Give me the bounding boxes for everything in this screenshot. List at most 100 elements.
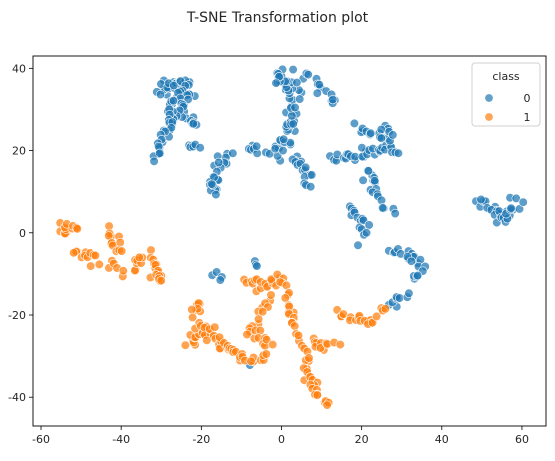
point-class-1 (156, 276, 166, 286)
point-class-1 (187, 305, 197, 315)
point-class-0 (395, 293, 405, 303)
point-class-1 (254, 314, 264, 324)
point-class-0 (353, 240, 363, 250)
legend-marker-class-0 (484, 93, 494, 103)
point-class-0 (279, 134, 289, 144)
point-class-0 (376, 124, 386, 135)
point-class-0 (215, 275, 225, 285)
legend-box (471, 62, 541, 127)
x-tick-label: 0 (278, 433, 285, 446)
y-tick-label: 40 (12, 62, 26, 75)
point-class-0 (364, 220, 374, 230)
point-class-1 (188, 312, 198, 323)
point-class-1 (262, 335, 272, 345)
point-class-0 (378, 203, 388, 213)
y-tick-label: 0 (19, 227, 26, 240)
y-tick-label: -20 (8, 309, 26, 322)
point-class-1 (293, 330, 304, 341)
legend-title: class (492, 70, 520, 83)
x-tick-label: -40 (112, 433, 130, 446)
point-class-0 (188, 119, 198, 129)
point-class-0 (393, 148, 404, 158)
point-class-0 (314, 79, 324, 90)
point-class-0 (288, 64, 298, 75)
legend-label-class-0: 0 (524, 92, 531, 105)
chart-title: T-SNE Transformation plot (186, 10, 369, 26)
point-class-1 (268, 340, 278, 350)
point-class-0 (252, 261, 262, 271)
legend-marker-class-1 (484, 112, 494, 122)
point-class-0 (168, 96, 179, 106)
point-class-0 (195, 143, 205, 153)
point-class-1 (90, 250, 100, 261)
point-class-1 (210, 322, 220, 332)
point-class-1 (118, 266, 128, 276)
point-class-0 (288, 119, 298, 129)
point-class-1 (72, 224, 82, 234)
point-class-1 (261, 349, 271, 359)
point-class-0 (366, 128, 376, 138)
point-class-1 (146, 245, 156, 255)
axes: -60 -40 -20 0 20 40 60 -40 -20 0 20 40 (8, 62, 529, 446)
point-class-0 (390, 208, 400, 219)
point-class-1 (312, 390, 322, 400)
point-class-0 (207, 179, 217, 189)
point-class-1 (69, 248, 79, 258)
point-class-0 (312, 88, 322, 98)
point-class-0 (413, 271, 423, 281)
point-class-0 (214, 157, 224, 167)
point-class-1 (304, 353, 314, 363)
point-class-1 (117, 246, 127, 256)
point-class-0 (295, 94, 305, 104)
x-tick-label: 60 (515, 433, 529, 446)
x-tick-label: -60 (32, 433, 50, 446)
point-class-1 (372, 311, 382, 322)
point-class-0 (292, 77, 302, 88)
point-class-0 (278, 146, 288, 156)
point-class-0 (307, 170, 317, 180)
point-class-0 (211, 190, 221, 200)
point-class-0 (149, 156, 159, 166)
point-class-0 (287, 111, 297, 121)
point-class-0 (404, 288, 414, 298)
plot-frame (32, 55, 547, 427)
point-class-0 (476, 194, 486, 205)
point-class-0 (406, 256, 416, 266)
point-class-0 (361, 228, 372, 238)
point-class-1 (322, 400, 332, 410)
point-class-1 (86, 261, 96, 271)
y-tick-label: -40 (8, 391, 26, 404)
point-class-1 (335, 340, 345, 350)
point-class-0 (155, 89, 166, 100)
y-tick-label: 20 (12, 145, 26, 158)
point-class-1 (380, 304, 391, 314)
point-class-0 (363, 166, 374, 176)
legend: class 0 1 (471, 62, 541, 127)
x-tick-label: -20 (192, 433, 210, 446)
point-class-1 (246, 356, 256, 366)
point-class-0 (376, 195, 387, 205)
point-class-1 (94, 259, 104, 270)
point-class-0 (228, 148, 238, 158)
point-class-0 (252, 141, 262, 151)
x-tick-label: 20 (355, 433, 369, 446)
point-class-0 (388, 130, 398, 140)
point-class-1 (290, 321, 300, 331)
point-class-0 (306, 182, 316, 192)
x-tick-label: 40 (435, 433, 449, 446)
legend-label-class-1: 1 (524, 111, 531, 124)
point-class-0 (511, 193, 521, 203)
point-class-0 (349, 118, 360, 128)
point-class-0 (271, 78, 281, 88)
point-class-0 (270, 144, 280, 154)
point-class-0 (301, 162, 311, 172)
point-class-1 (180, 340, 190, 350)
point-class-0 (376, 133, 386, 143)
point-class-0 (169, 80, 179, 91)
point-class-1 (242, 329, 252, 340)
point-class-0 (506, 203, 516, 213)
point-class-0 (358, 175, 368, 185)
point-class-1 (134, 252, 144, 262)
point-class-0 (328, 94, 338, 105)
